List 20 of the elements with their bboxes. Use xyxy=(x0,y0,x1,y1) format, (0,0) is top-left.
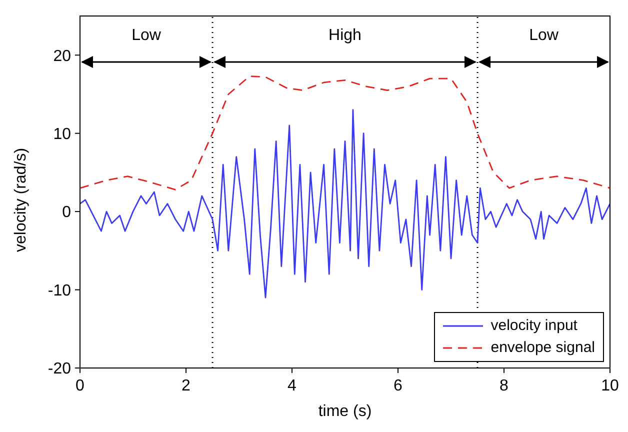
x-tick-label: 10 xyxy=(601,377,619,394)
y-tick-label: 0 xyxy=(62,204,72,222)
line-series xyxy=(80,109,610,298)
x-tick-label: 0 xyxy=(76,377,85,394)
x-tick-label: 6 xyxy=(394,377,403,394)
legend-label: velocity input xyxy=(490,316,578,336)
line-series xyxy=(80,76,610,190)
y-tick-label: 10 xyxy=(53,126,72,144)
x-tick-label: 2 xyxy=(182,377,191,394)
y-tick-label: -20 xyxy=(48,360,72,378)
x-tick-label: 4 xyxy=(288,377,297,394)
legend-label: envelope signal xyxy=(490,338,595,358)
y-axis-title: velocity (rad/s) xyxy=(12,148,30,252)
annotation: Low xyxy=(529,27,559,44)
y-tick-label: -10 xyxy=(48,282,72,300)
annotation: High xyxy=(328,27,362,44)
y-tick-label: 20 xyxy=(53,48,72,65)
x-tick-label: 8 xyxy=(500,377,509,394)
annotation: Low xyxy=(132,27,162,44)
x-axis-title: time (s) xyxy=(318,403,372,420)
